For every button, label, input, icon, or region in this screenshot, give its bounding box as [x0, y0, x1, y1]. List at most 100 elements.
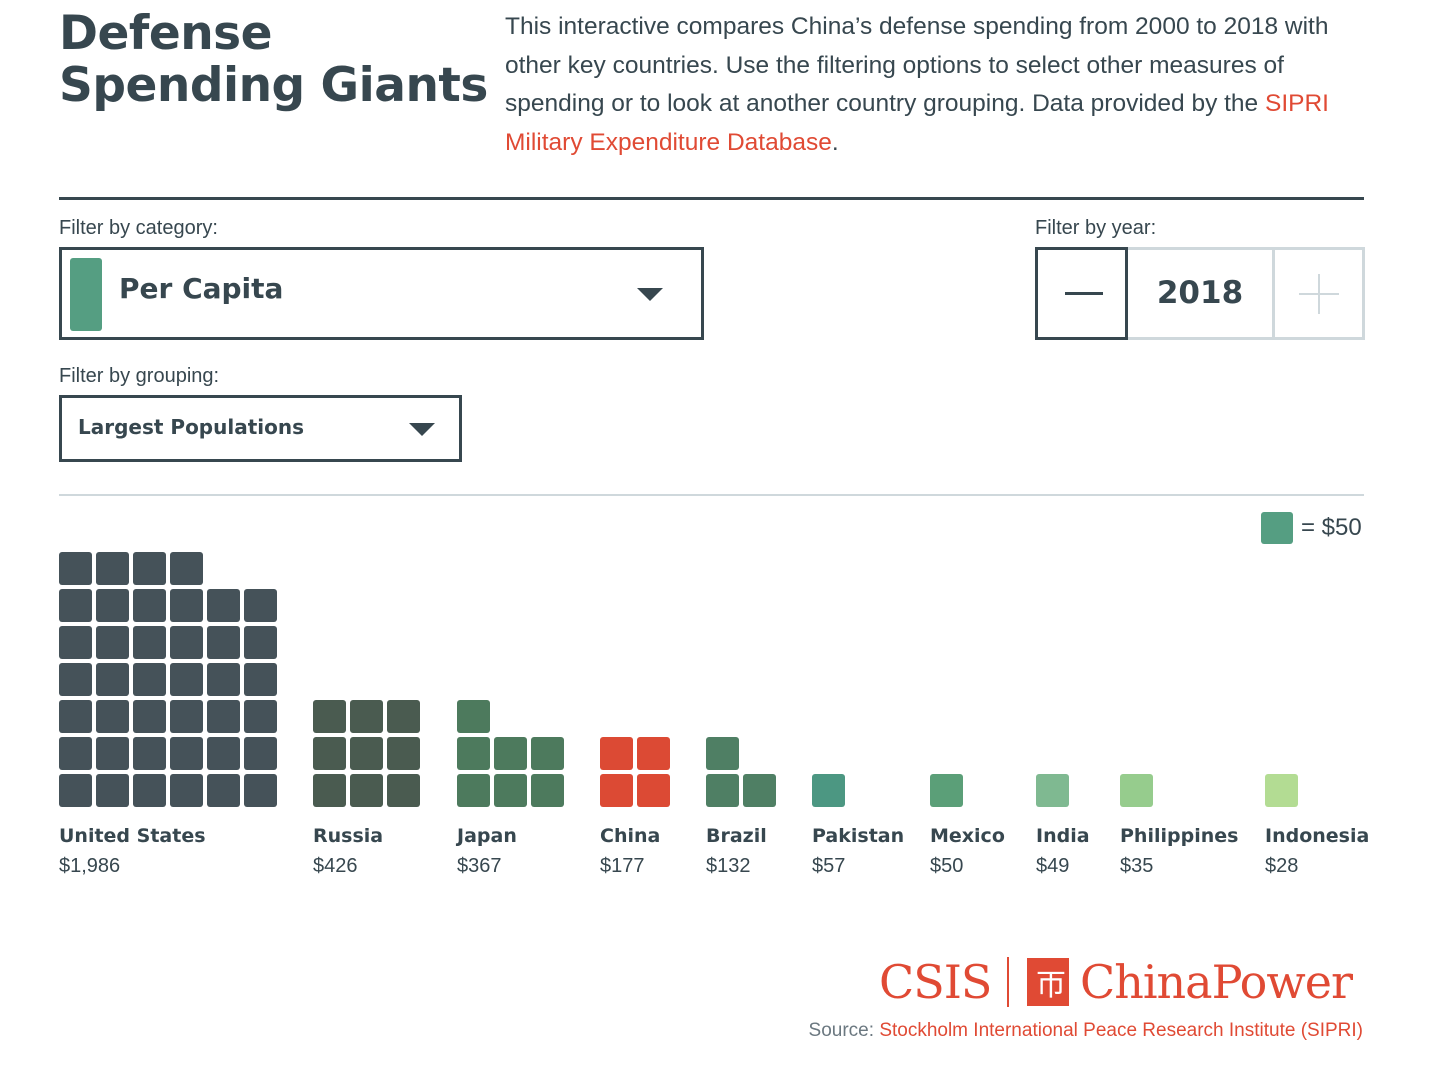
- waffle-square: [706, 774, 739, 807]
- title-line-2: Spending Giants: [59, 58, 488, 113]
- waffle-square: [96, 552, 129, 585]
- country-value: $35: [1120, 855, 1153, 877]
- chevron-down-icon: [637, 288, 663, 301]
- country-group: Brazil $132: [706, 737, 776, 877]
- country-value: $50: [930, 855, 963, 877]
- country-group: India $49: [1036, 774, 1090, 877]
- waffle-square: [930, 774, 963, 807]
- title-line-1: Defense: [59, 6, 273, 61]
- waffle-square: [313, 774, 346, 807]
- country-value: $57: [812, 855, 845, 877]
- category-filter-label: Filter by category:: [59, 217, 218, 239]
- waffle-square: [170, 589, 203, 622]
- plus-icon-vertical: [1318, 274, 1320, 314]
- country-name: Brazil: [706, 825, 767, 847]
- waffle-square: [244, 626, 277, 659]
- waffle-square: [170, 626, 203, 659]
- grouping-filter-label: Filter by grouping:: [59, 365, 220, 387]
- waffle-square: [387, 737, 420, 770]
- waffle-square: [531, 737, 564, 770]
- waffle-square: [59, 700, 92, 733]
- waffle-square: [59, 663, 92, 696]
- waffle-square: [207, 663, 240, 696]
- waffle-square: [59, 737, 92, 770]
- waffle-square: [133, 737, 166, 770]
- waffle-square: [96, 663, 129, 696]
- waffle-square: [133, 589, 166, 622]
- waffle-square: [1265, 774, 1298, 807]
- waffle-square: [59, 589, 92, 622]
- waffle-square: [313, 700, 346, 733]
- waffle-square: [133, 700, 166, 733]
- waffle-square: [96, 774, 129, 807]
- page-title: Defense Spending Giants: [59, 8, 488, 112]
- waffle-square: [244, 737, 277, 770]
- intro-end: .: [831, 129, 839, 157]
- waffle-square: [457, 700, 490, 733]
- waffle-square: [207, 589, 240, 622]
- country-value: $367: [457, 855, 502, 877]
- year-decrement-button[interactable]: [1035, 247, 1128, 340]
- waffle-square: [706, 737, 739, 770]
- sipri-database-link[interactable]: SIPRI Military Expenditure Database: [505, 90, 1329, 157]
- waffle-square: [457, 737, 490, 770]
- year-filter-label: Filter by year:: [1035, 217, 1157, 239]
- waffle-square: [133, 774, 166, 807]
- country-name: Indonesia: [1265, 825, 1369, 847]
- waffle-square: [637, 774, 670, 807]
- country-name: Pakistan: [812, 825, 904, 847]
- category-selected-value: Per Capita: [119, 272, 284, 305]
- country-value: $1,986: [59, 855, 120, 877]
- country-name: Russia: [313, 825, 383, 847]
- country-name: India: [1036, 825, 1090, 847]
- country-group: Japan $367: [455, 700, 564, 877]
- year-stepper: 2018: [1035, 247, 1365, 340]
- waffle-square: [170, 663, 203, 696]
- waffle-square: [387, 700, 420, 733]
- waffle-square: [170, 737, 203, 770]
- logo-divider: [1007, 957, 1009, 1007]
- country-group: China $177: [600, 737, 670, 877]
- country-group: Philippines $35: [1120, 774, 1238, 877]
- waffle-square: [133, 552, 166, 585]
- waffle-square: [59, 774, 92, 807]
- waffle-square: [494, 737, 527, 770]
- intro-paragraph: This interactive compares China’s defens…: [505, 8, 1375, 163]
- waffle-square: [170, 774, 203, 807]
- waffle-square: [812, 774, 845, 807]
- waffle-square: [244, 589, 277, 622]
- country-value: $132: [706, 855, 751, 877]
- waffle-square: [350, 774, 383, 807]
- waffle-square: [600, 737, 633, 770]
- waffle-square: [96, 737, 129, 770]
- chinapower-emblem-icon: 帀: [1027, 958, 1069, 1006]
- country-value: $28: [1265, 855, 1298, 877]
- chart-divider: [59, 494, 1364, 496]
- category-select[interactable]: Per Capita: [59, 247, 704, 340]
- top-divider: [59, 197, 1364, 200]
- year-increment-button[interactable]: [1272, 247, 1365, 340]
- grouping-select[interactable]: Largest Populations: [59, 395, 462, 462]
- logo-csis-text: CSIS: [879, 955, 992, 1009]
- source-label: Source:: [808, 1020, 880, 1041]
- country-group: Russia $426: [313, 700, 420, 877]
- waffle-square: [207, 737, 240, 770]
- country-group: Mexico $50: [930, 774, 1005, 877]
- source-note: Source: Stockholm International Peace Re…: [809, 1020, 1363, 1042]
- waffle-square: [350, 737, 383, 770]
- waffle-square: [207, 700, 240, 733]
- waffle-square: [350, 700, 383, 733]
- source-link[interactable]: Stockholm International Peace Research I…: [879, 1020, 1363, 1041]
- waffle-square: [244, 700, 277, 733]
- logo-chinapower-text: ChinaPower: [1080, 955, 1353, 1009]
- country-value: $49: [1036, 855, 1069, 877]
- waffle-square: [244, 663, 277, 696]
- waffle-square: [494, 774, 527, 807]
- country-value: $426: [313, 855, 358, 877]
- waffle-square: [170, 552, 203, 585]
- waffle-square: [313, 737, 346, 770]
- waffle-square: [743, 774, 776, 807]
- waffle-square: [1036, 774, 1069, 807]
- country-name: Mexico: [930, 825, 1005, 847]
